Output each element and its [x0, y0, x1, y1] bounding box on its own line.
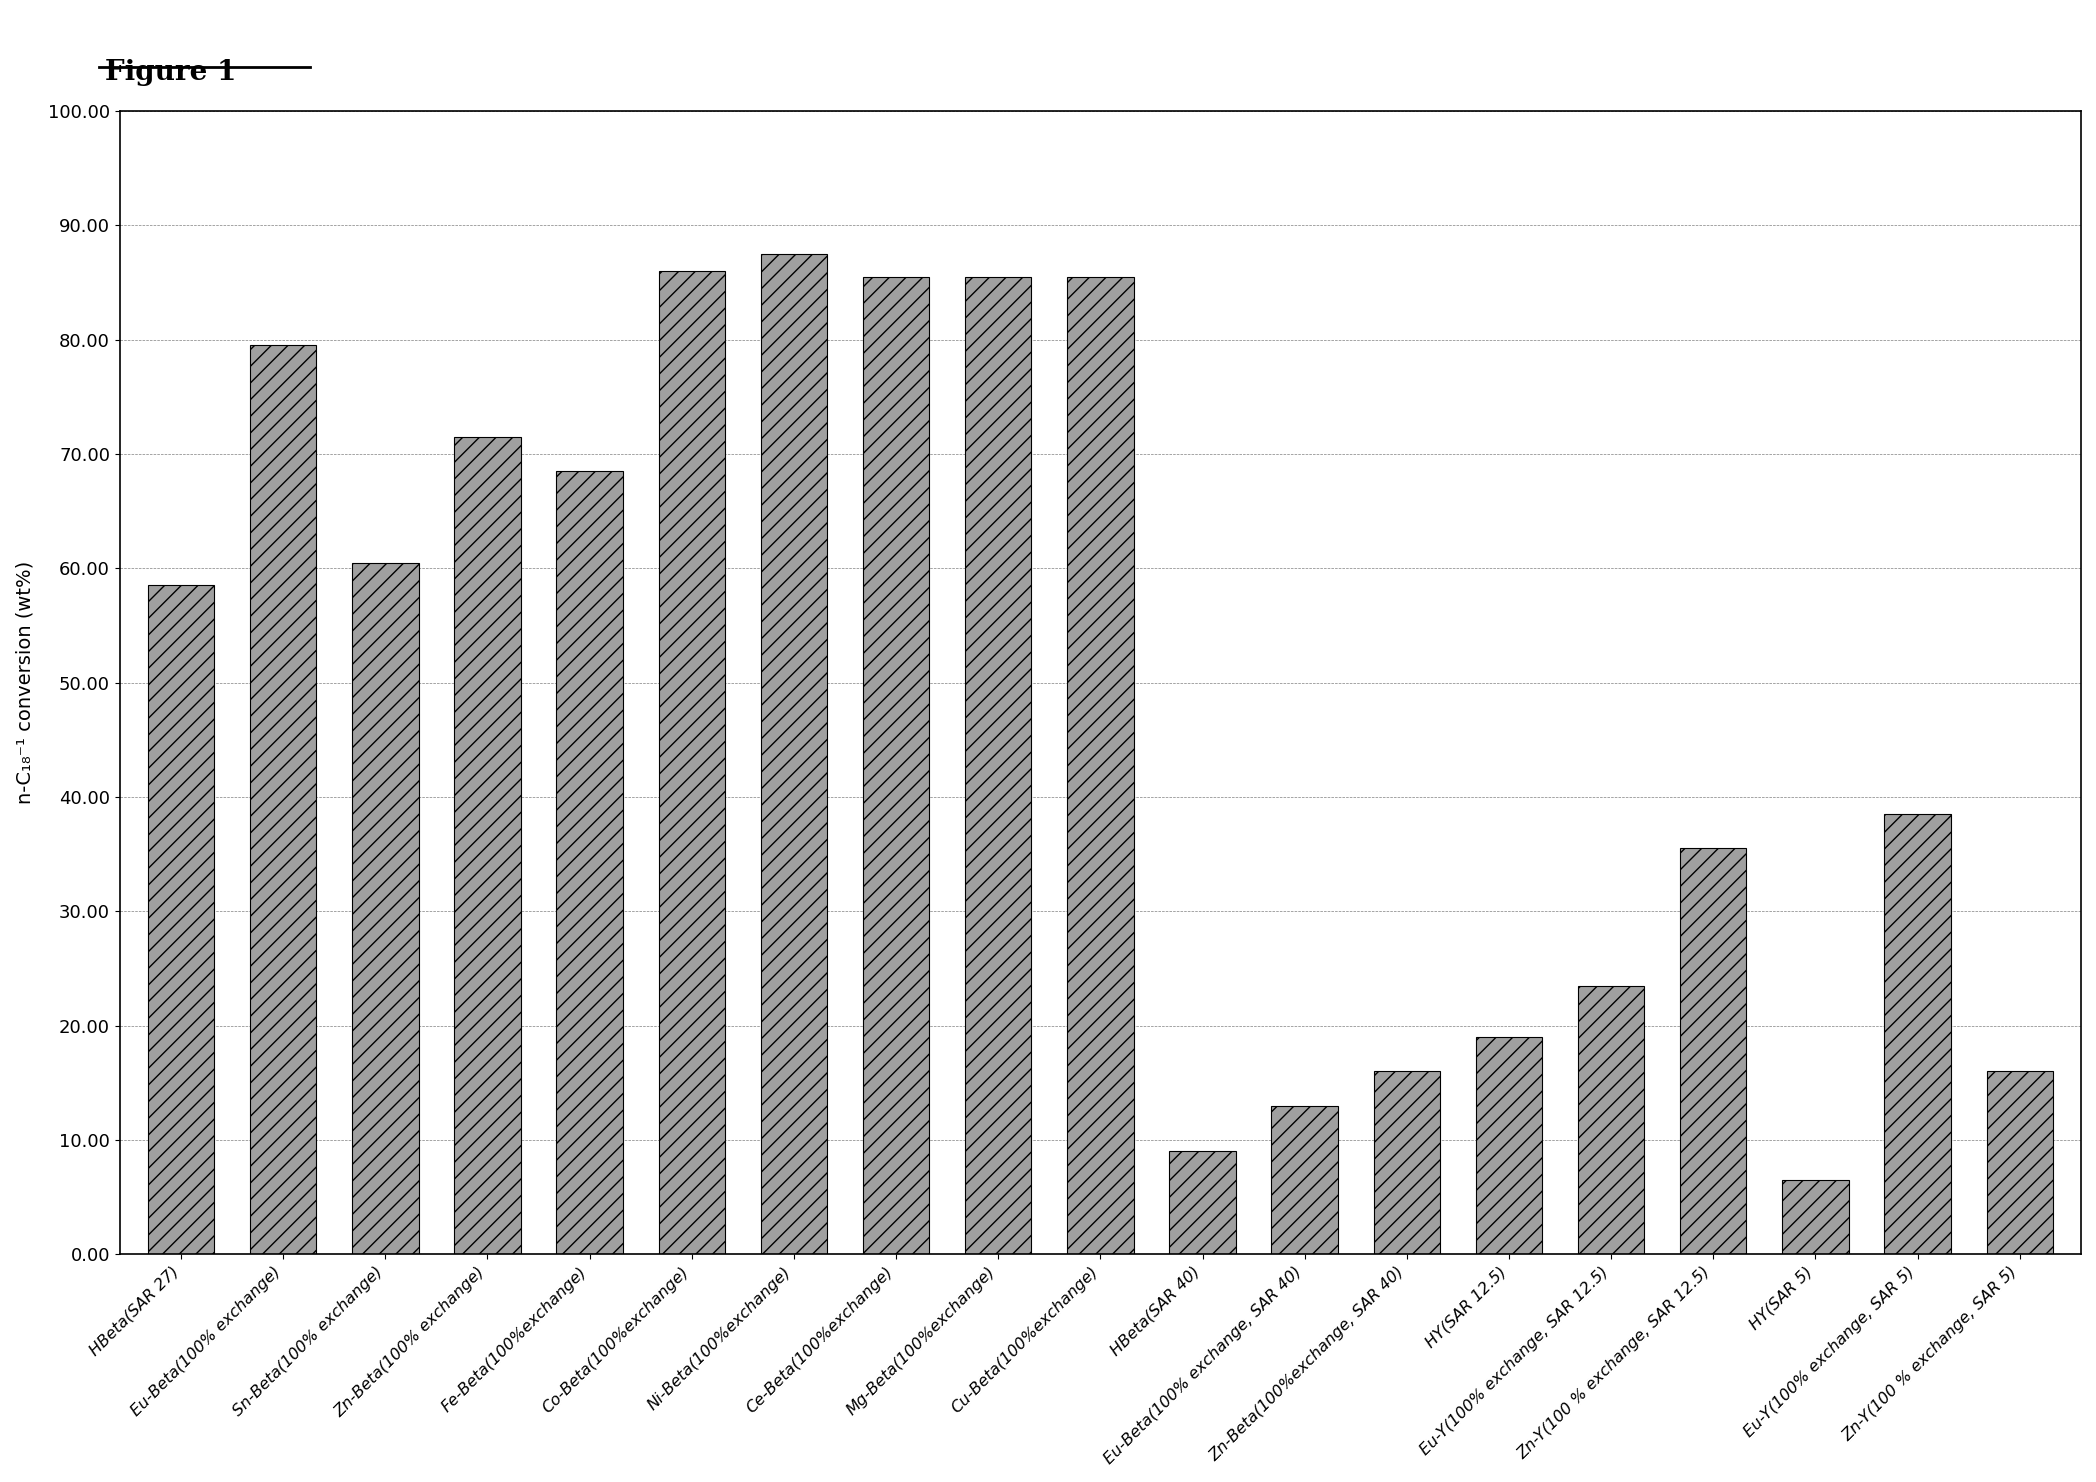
Bar [249, 345, 316, 1254]
Bar [1067, 277, 1134, 1254]
Bar [1987, 1071, 2052, 1254]
Bar [864, 277, 929, 1254]
Bar [555, 471, 623, 1254]
Text: Figure 1: Figure 1 [105, 59, 237, 86]
Bar [761, 253, 828, 1254]
Bar [1782, 1180, 1849, 1254]
Bar [455, 437, 520, 1254]
Bar [1272, 1106, 1337, 1254]
Bar [1373, 1071, 1440, 1254]
Bar [149, 585, 214, 1254]
Bar [1681, 848, 1746, 1254]
Bar [658, 271, 725, 1254]
Bar [352, 563, 419, 1254]
Y-axis label: n-C₁₈⁻¹ conversion (wt%): n-C₁₈⁻¹ conversion (wt%) [15, 562, 34, 805]
Bar [1578, 986, 1645, 1254]
Bar [964, 277, 1031, 1254]
Bar [1170, 1152, 1237, 1254]
Bar [1884, 814, 1951, 1254]
Bar [1476, 1037, 1543, 1254]
